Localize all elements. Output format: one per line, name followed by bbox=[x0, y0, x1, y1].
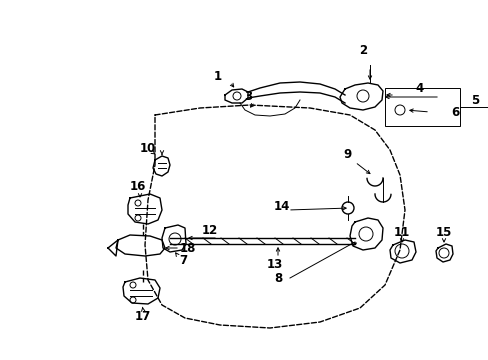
Text: 1: 1 bbox=[214, 69, 222, 82]
Text: 13: 13 bbox=[266, 257, 283, 270]
Text: 9: 9 bbox=[343, 148, 351, 162]
Text: 15: 15 bbox=[435, 225, 451, 238]
Text: 17: 17 bbox=[135, 310, 151, 324]
Text: 4: 4 bbox=[415, 81, 423, 94]
Text: 12: 12 bbox=[202, 224, 218, 237]
Text: 18: 18 bbox=[180, 242, 196, 255]
Text: 7: 7 bbox=[179, 255, 187, 267]
Text: 8: 8 bbox=[273, 271, 282, 284]
Text: 6: 6 bbox=[450, 105, 458, 118]
Text: 3: 3 bbox=[244, 90, 251, 103]
Text: 5: 5 bbox=[470, 94, 478, 107]
Text: 2: 2 bbox=[358, 44, 366, 57]
Text: 16: 16 bbox=[129, 180, 146, 193]
Text: 10: 10 bbox=[140, 141, 156, 154]
Text: 11: 11 bbox=[393, 225, 409, 238]
Text: 14: 14 bbox=[273, 201, 289, 213]
